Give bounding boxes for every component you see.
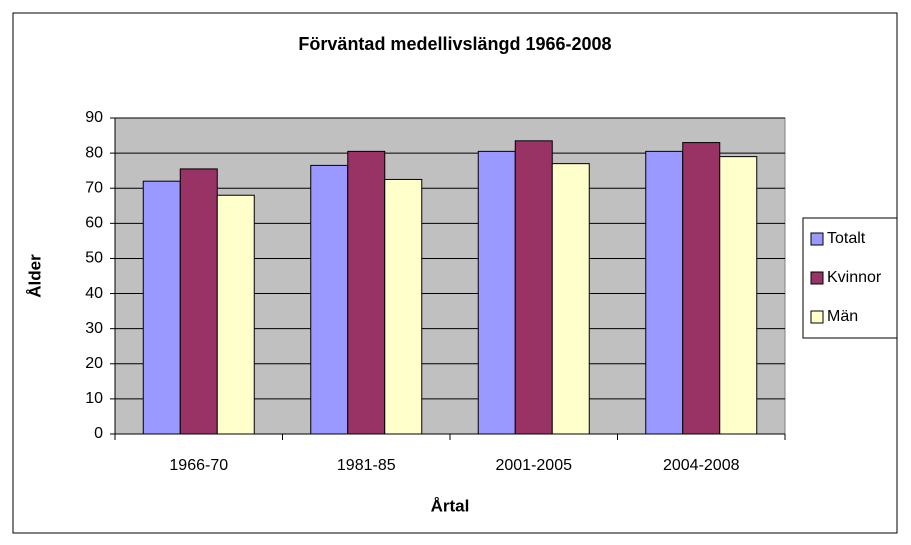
x-tick-label: 2004-2008 [663, 457, 740, 474]
bar [719, 156, 758, 435]
bar [310, 164, 349, 435]
legend-label: Kvinnor [827, 269, 882, 286]
legend-swatch [810, 271, 824, 285]
y-tick-label: 90 [85, 109, 103, 126]
y-tick-label: 80 [85, 144, 103, 161]
x-tick-label: 1981-85 [337, 457, 396, 474]
chart-title: Förväntad medellivslängd 1966-2008 [298, 34, 611, 54]
bar [216, 194, 255, 435]
bar [142, 180, 181, 435]
x-tick-label: 2001-2005 [495, 457, 572, 474]
legend-label: Totalt [827, 230, 866, 247]
y-tick-label: 30 [85, 320, 103, 337]
legend-swatch [810, 310, 824, 324]
y-tick-label: 60 [85, 215, 103, 232]
y-tick-label: 10 [85, 390, 103, 407]
legend-swatch [810, 232, 824, 246]
bar [477, 150, 516, 435]
bar [179, 168, 218, 435]
bar [551, 163, 590, 435]
bar [645, 150, 684, 435]
y-tick-label: 40 [85, 285, 103, 302]
bar [384, 178, 423, 435]
y-axis-label: Ålder [25, 254, 44, 298]
x-axis-label: Årtal [431, 496, 470, 515]
y-tick-label: 70 [85, 179, 103, 196]
y-tick-label: 20 [85, 355, 103, 372]
legend-label: Män [827, 308, 858, 325]
y-tick-label: 0 [94, 425, 103, 442]
bar [682, 142, 721, 435]
x-tick-label: 1966-70 [169, 457, 228, 474]
y-tick-label: 50 [85, 250, 103, 267]
bar [347, 150, 386, 435]
bar [514, 140, 553, 435]
